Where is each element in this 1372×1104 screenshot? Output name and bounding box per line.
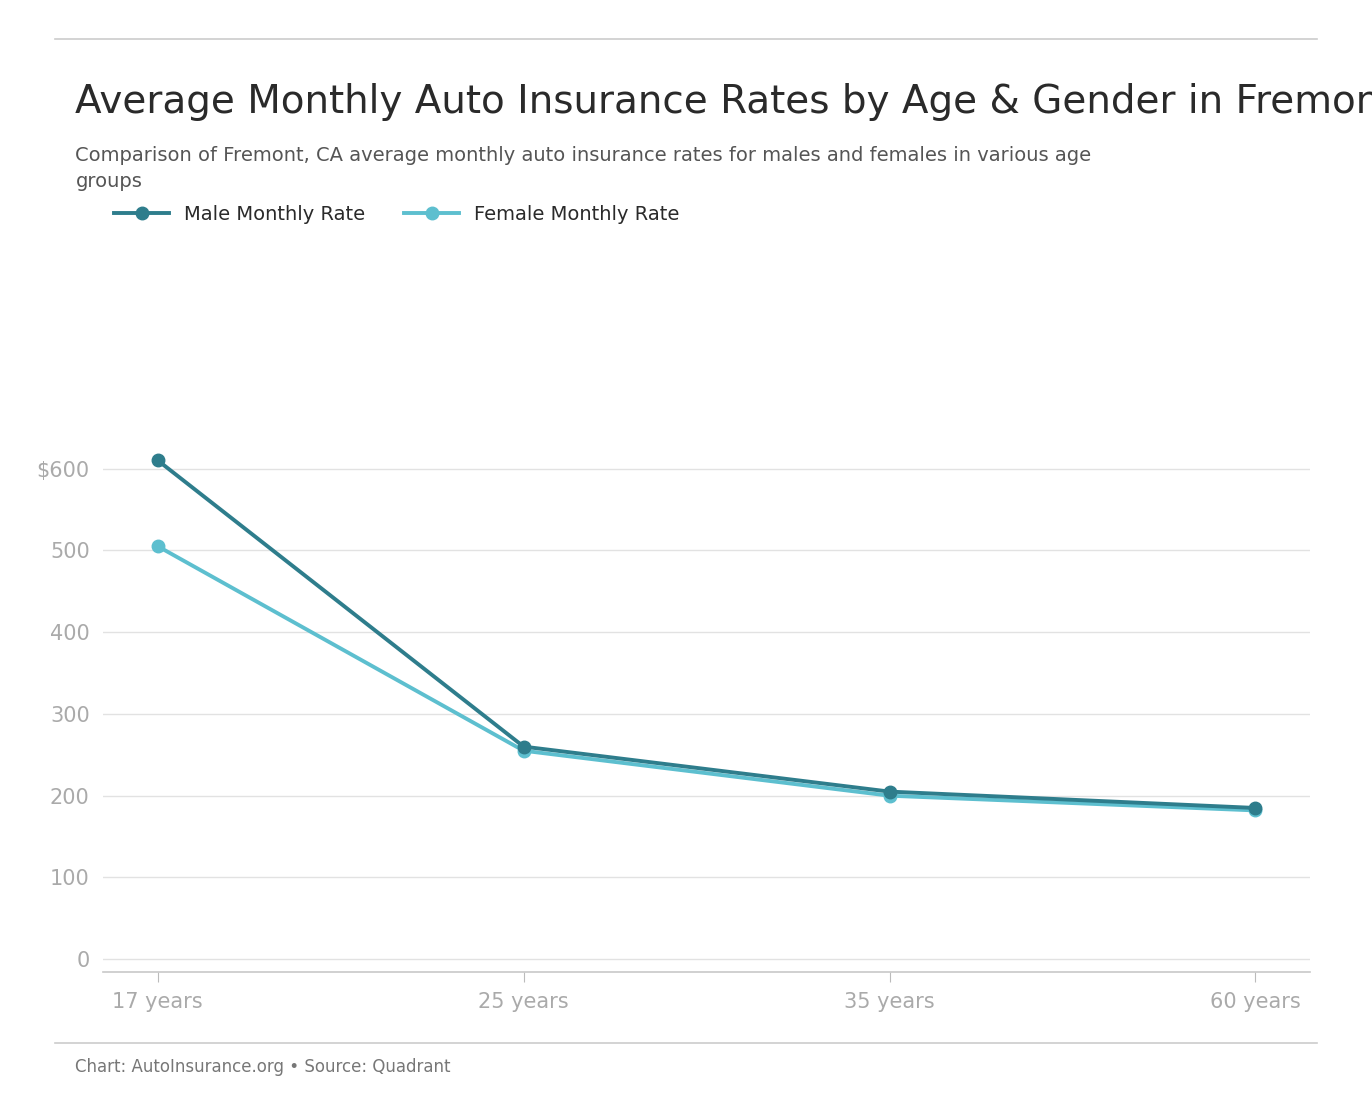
Legend: Male Monthly Rate, Female Monthly Rate: Male Monthly Rate, Female Monthly Rate (107, 198, 687, 232)
Text: Chart: AutoInsurance.org • Source: Quadrant: Chart: AutoInsurance.org • Source: Quadr… (75, 1058, 451, 1075)
Text: Comparison of Fremont, CA average monthly auto insurance rates for males and fem: Comparison of Fremont, CA average monthl… (75, 146, 1092, 191)
Text: Average Monthly Auto Insurance Rates by Age & Gender in Fremont, CA: Average Monthly Auto Insurance Rates by … (75, 83, 1372, 120)
